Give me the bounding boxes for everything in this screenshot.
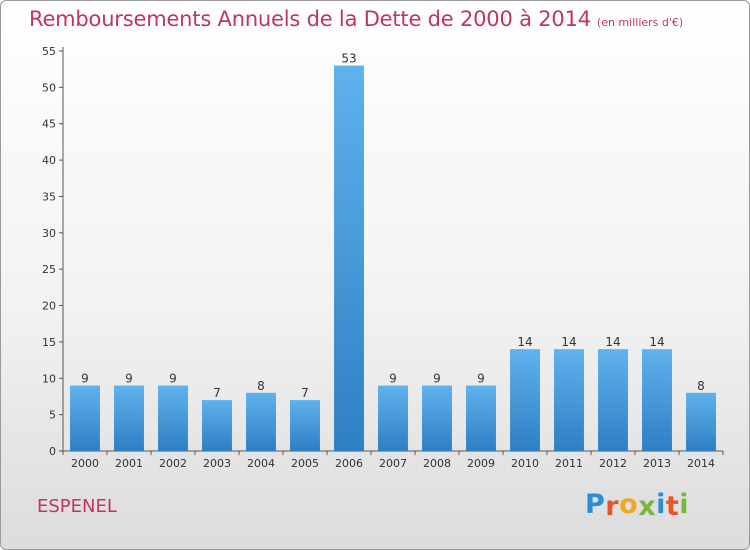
proxiti-logo: Proxiti	[585, 489, 690, 522]
data-label: 9	[433, 372, 441, 386]
bar-2006	[334, 65, 364, 451]
chart-unit: (en milliers d'€)	[596, 16, 684, 29]
y-tick-label: 25	[42, 263, 56, 276]
bar-2013	[642, 349, 672, 451]
bar-2007	[378, 385, 408, 451]
bar-2004	[246, 392, 276, 451]
data-label: 8	[257, 379, 265, 393]
logo-letter: r	[605, 491, 620, 522]
logo-letter: t	[665, 491, 680, 522]
x-tick-label: 2014	[687, 457, 715, 470]
x-tick-label: 2008	[423, 457, 451, 470]
bar-2005	[290, 400, 320, 451]
data-label: 14	[605, 335, 620, 349]
chart-title-text: Remboursements Annuels de la Dette de 20…	[29, 7, 591, 31]
y-tick-label: 35	[42, 190, 56, 203]
x-tick-label: 2005	[291, 457, 319, 470]
logo-letter: P	[585, 489, 606, 520]
data-label: 7	[301, 386, 309, 400]
data-label: 9	[169, 372, 177, 386]
bar-2010	[510, 349, 540, 451]
y-tick-label: 55	[42, 45, 56, 58]
x-tick-label: 2004	[247, 457, 275, 470]
x-tick-label: 2011	[555, 457, 583, 470]
x-tick-label: 2003	[203, 457, 231, 470]
bar-2000	[70, 385, 100, 451]
x-tick-label: 2009	[467, 457, 495, 470]
bar-2002	[158, 385, 188, 451]
bar-2008	[422, 385, 452, 451]
commune-name: ESPENEL	[37, 496, 117, 517]
data-label: 9	[389, 372, 397, 386]
data-label: 9	[125, 372, 133, 386]
logo-letter: i	[679, 489, 690, 520]
y-tick-label: 0	[49, 445, 56, 458]
x-tick-label: 2010	[511, 457, 539, 470]
bar-2011	[554, 349, 584, 451]
x-tick-label: 2012	[599, 457, 627, 470]
bar-2009	[466, 385, 496, 451]
data-label: 53	[341, 52, 356, 66]
bar-2003	[202, 400, 232, 451]
y-tick-label: 30	[42, 227, 56, 240]
x-tick-label: 2002	[159, 457, 187, 470]
bar-2014	[686, 392, 716, 451]
y-tick-label: 10	[42, 372, 56, 385]
bar-2001	[114, 385, 144, 451]
y-tick-label: 20	[42, 300, 56, 313]
logo-letter: x	[638, 491, 657, 522]
data-label: 7	[213, 386, 221, 400]
data-label: 14	[561, 335, 576, 349]
data-label: 8	[697, 379, 705, 393]
x-tick-label: 2006	[335, 457, 363, 470]
chart-title: Remboursements Annuels de la Dette de 20…	[29, 7, 683, 31]
data-label: 9	[477, 372, 485, 386]
y-tick-label: 5	[49, 409, 56, 422]
y-tick-label: 50	[42, 81, 56, 94]
y-tick-label: 15	[42, 336, 56, 349]
logo-letter: o	[619, 489, 639, 520]
x-tick-label: 2013	[643, 457, 671, 470]
x-tick-label: 2001	[115, 457, 143, 470]
x-tick-label: 2007	[379, 457, 407, 470]
logo-letter: i	[656, 489, 666, 520]
y-tick-label: 45	[42, 118, 56, 131]
y-tick-label: 40	[42, 154, 56, 167]
bar-2012	[598, 349, 628, 451]
x-tick-label: 2000	[71, 457, 99, 470]
data-label: 9	[81, 372, 89, 386]
data-label: 14	[649, 335, 664, 349]
data-label: 14	[517, 335, 532, 349]
